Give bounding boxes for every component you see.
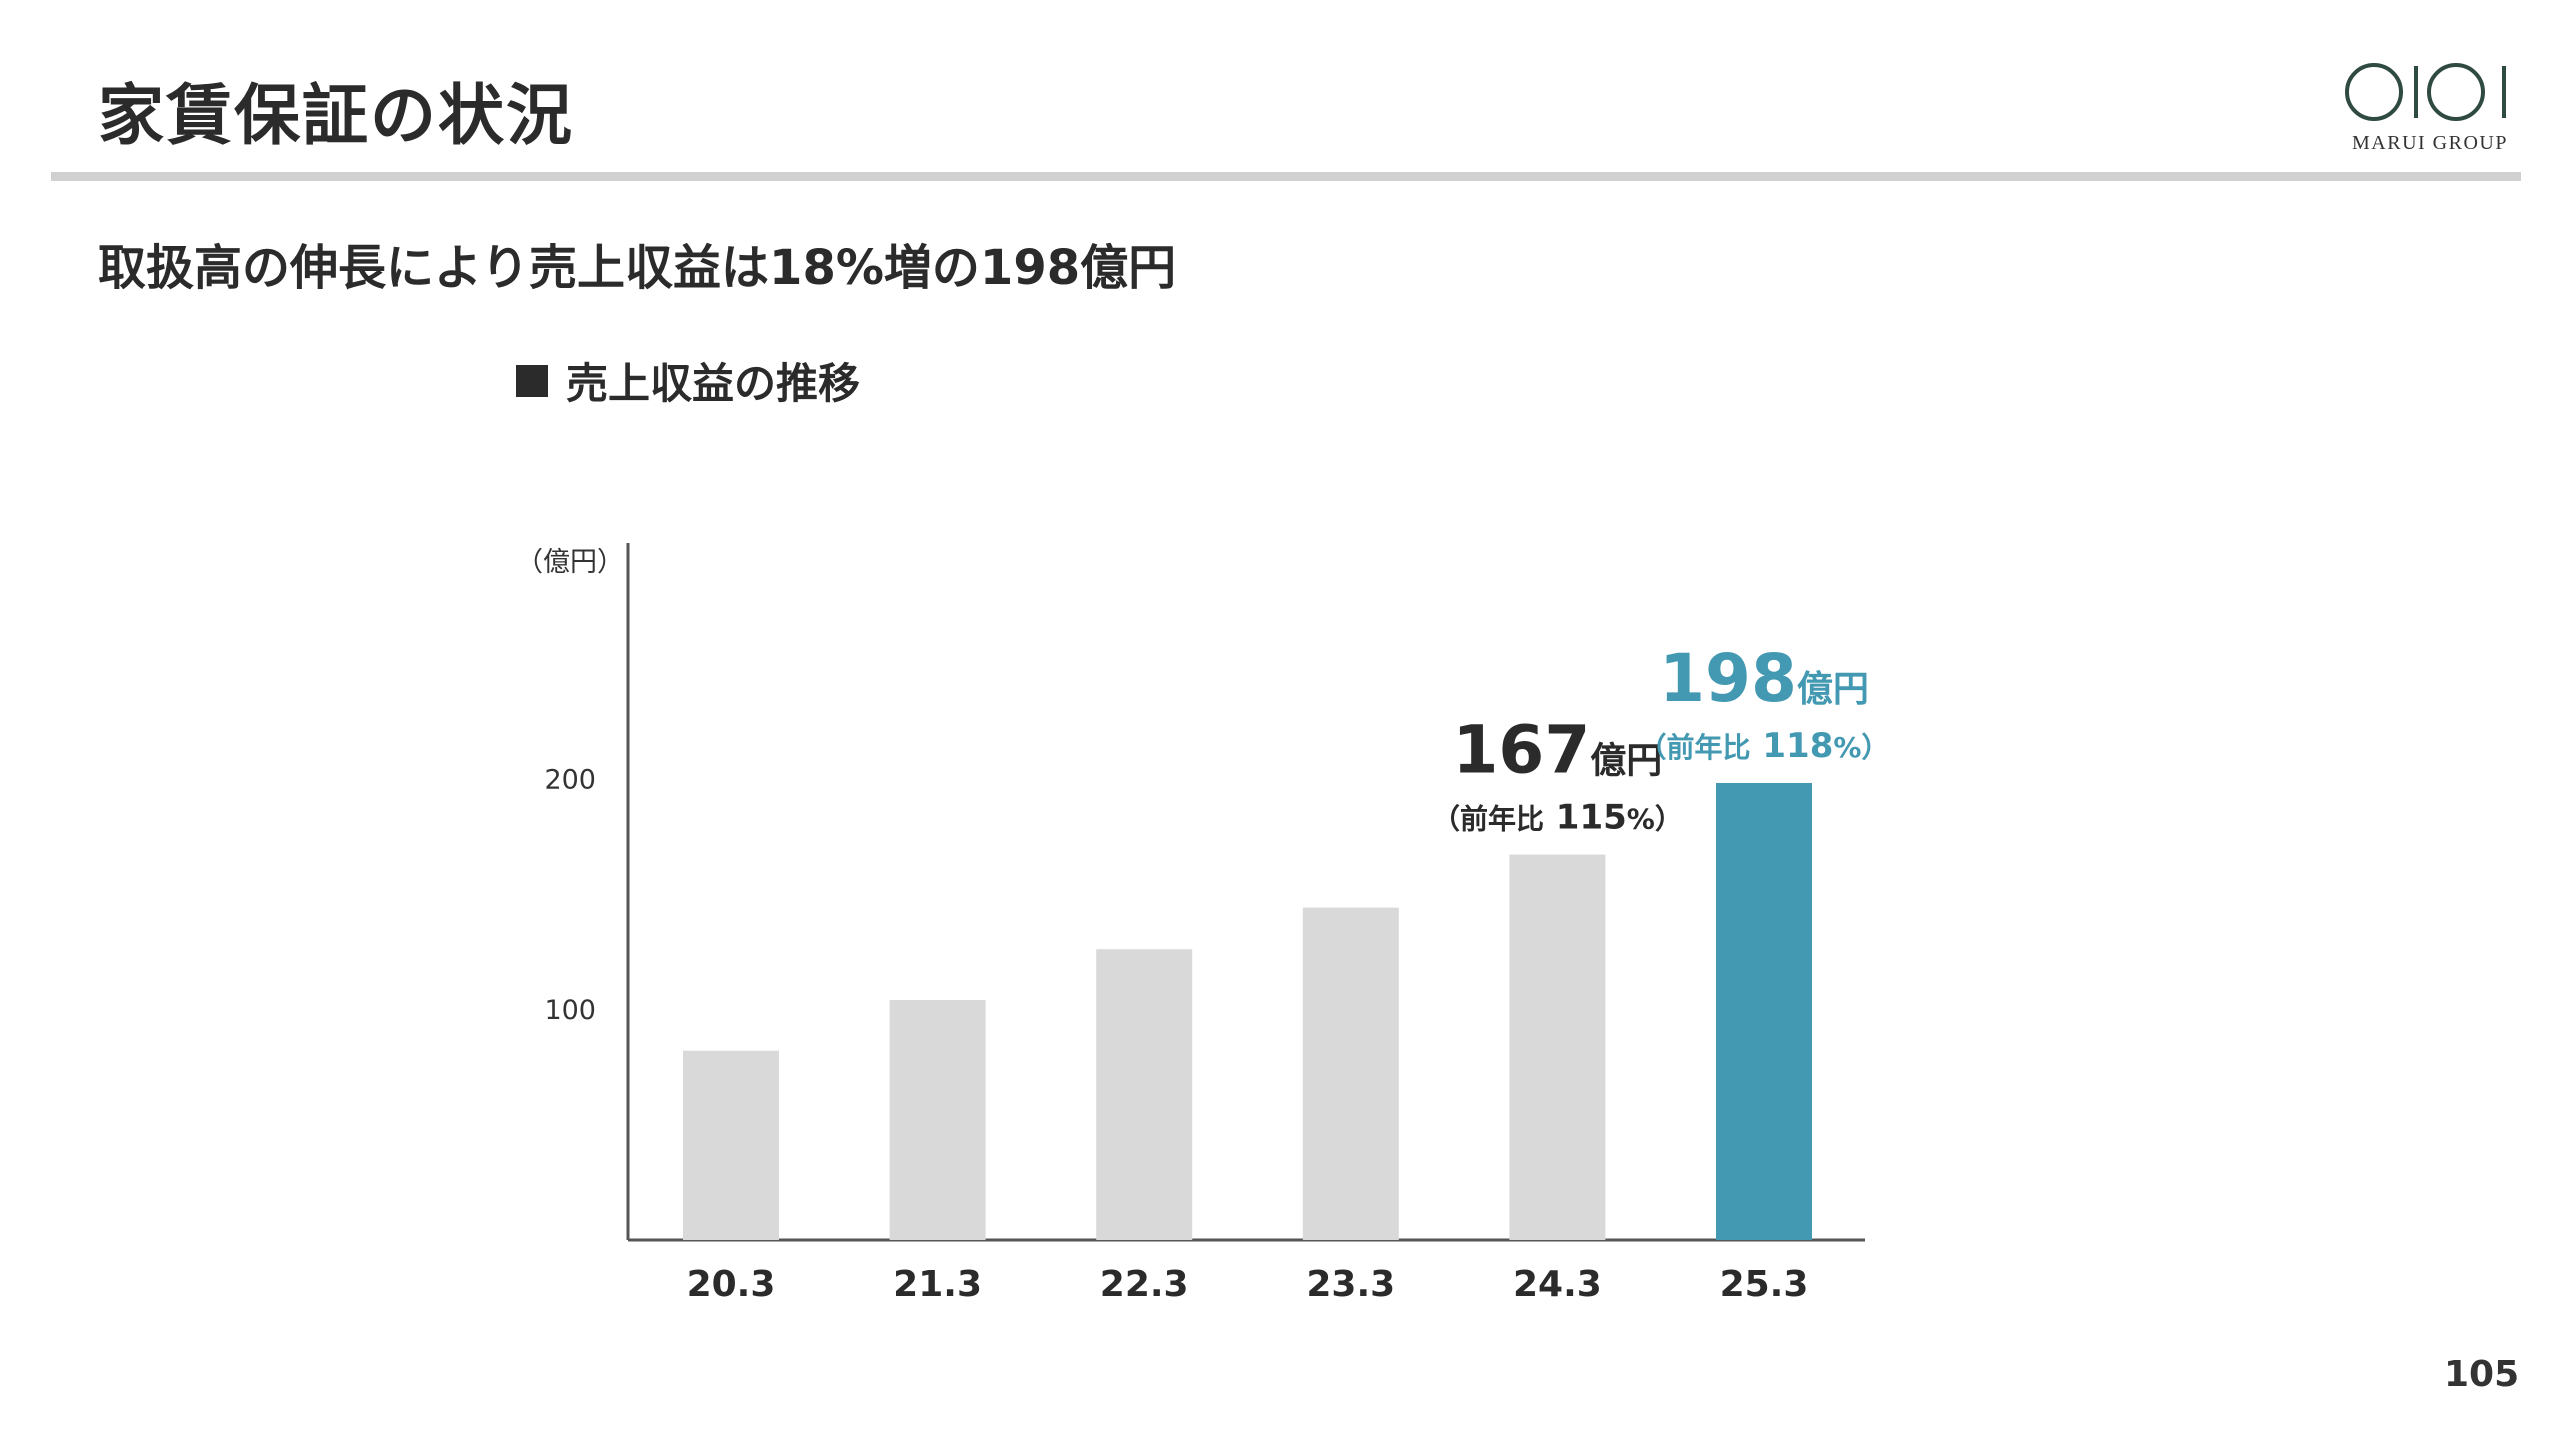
page-title: 家賃保証の状況 [98,77,574,154]
page-number: 105 [2444,1354,2520,1395]
x-tick-label: 24.3 [1513,1264,1602,1305]
x-tick-label: 20.3 [687,1264,776,1305]
square-bullet-icon [516,364,548,397]
bar-25.3 [1716,783,1812,1240]
subtitle: 取扱高の伸長により売上収益は18%増の198億円 [98,240,1177,296]
data-label-value: 198億円 [1659,640,1869,717]
chart-heading-label: 売上収益の推移 [566,359,861,408]
x-tick-label: 22.3 [1100,1264,1189,1305]
bar-21.3 [889,999,986,1240]
data-label-yoy: （前年比 115%） [1432,798,1683,838]
bar-24.3 [1509,854,1606,1240]
chart-heading: 売上収益の推移 [516,350,860,411]
marui-logo-icon [2345,63,2506,121]
x-tick-label: 23.3 [1306,1264,1395,1305]
y-tick-label: 100 [544,995,596,1026]
data-label-yoy: （前年比 118%） [1639,726,1890,766]
data-label-value: 167億円 [1453,712,1663,789]
logo-text: MARUI GROUP [2352,132,2508,154]
company-logo: MARUI GROUP [2344,62,2514,154]
x-tick-label: 21.3 [893,1264,982,1305]
bar-22.3 [1096,949,1193,1240]
title-divider [51,172,2521,181]
y-tick-label: 200 [544,764,596,795]
x-tick-label: 25.3 [1720,1264,1809,1305]
bar-23.3 [1302,907,1399,1240]
bar-20.3 [683,1050,779,1240]
y-axis-unit-label: （億円） [516,547,624,578]
